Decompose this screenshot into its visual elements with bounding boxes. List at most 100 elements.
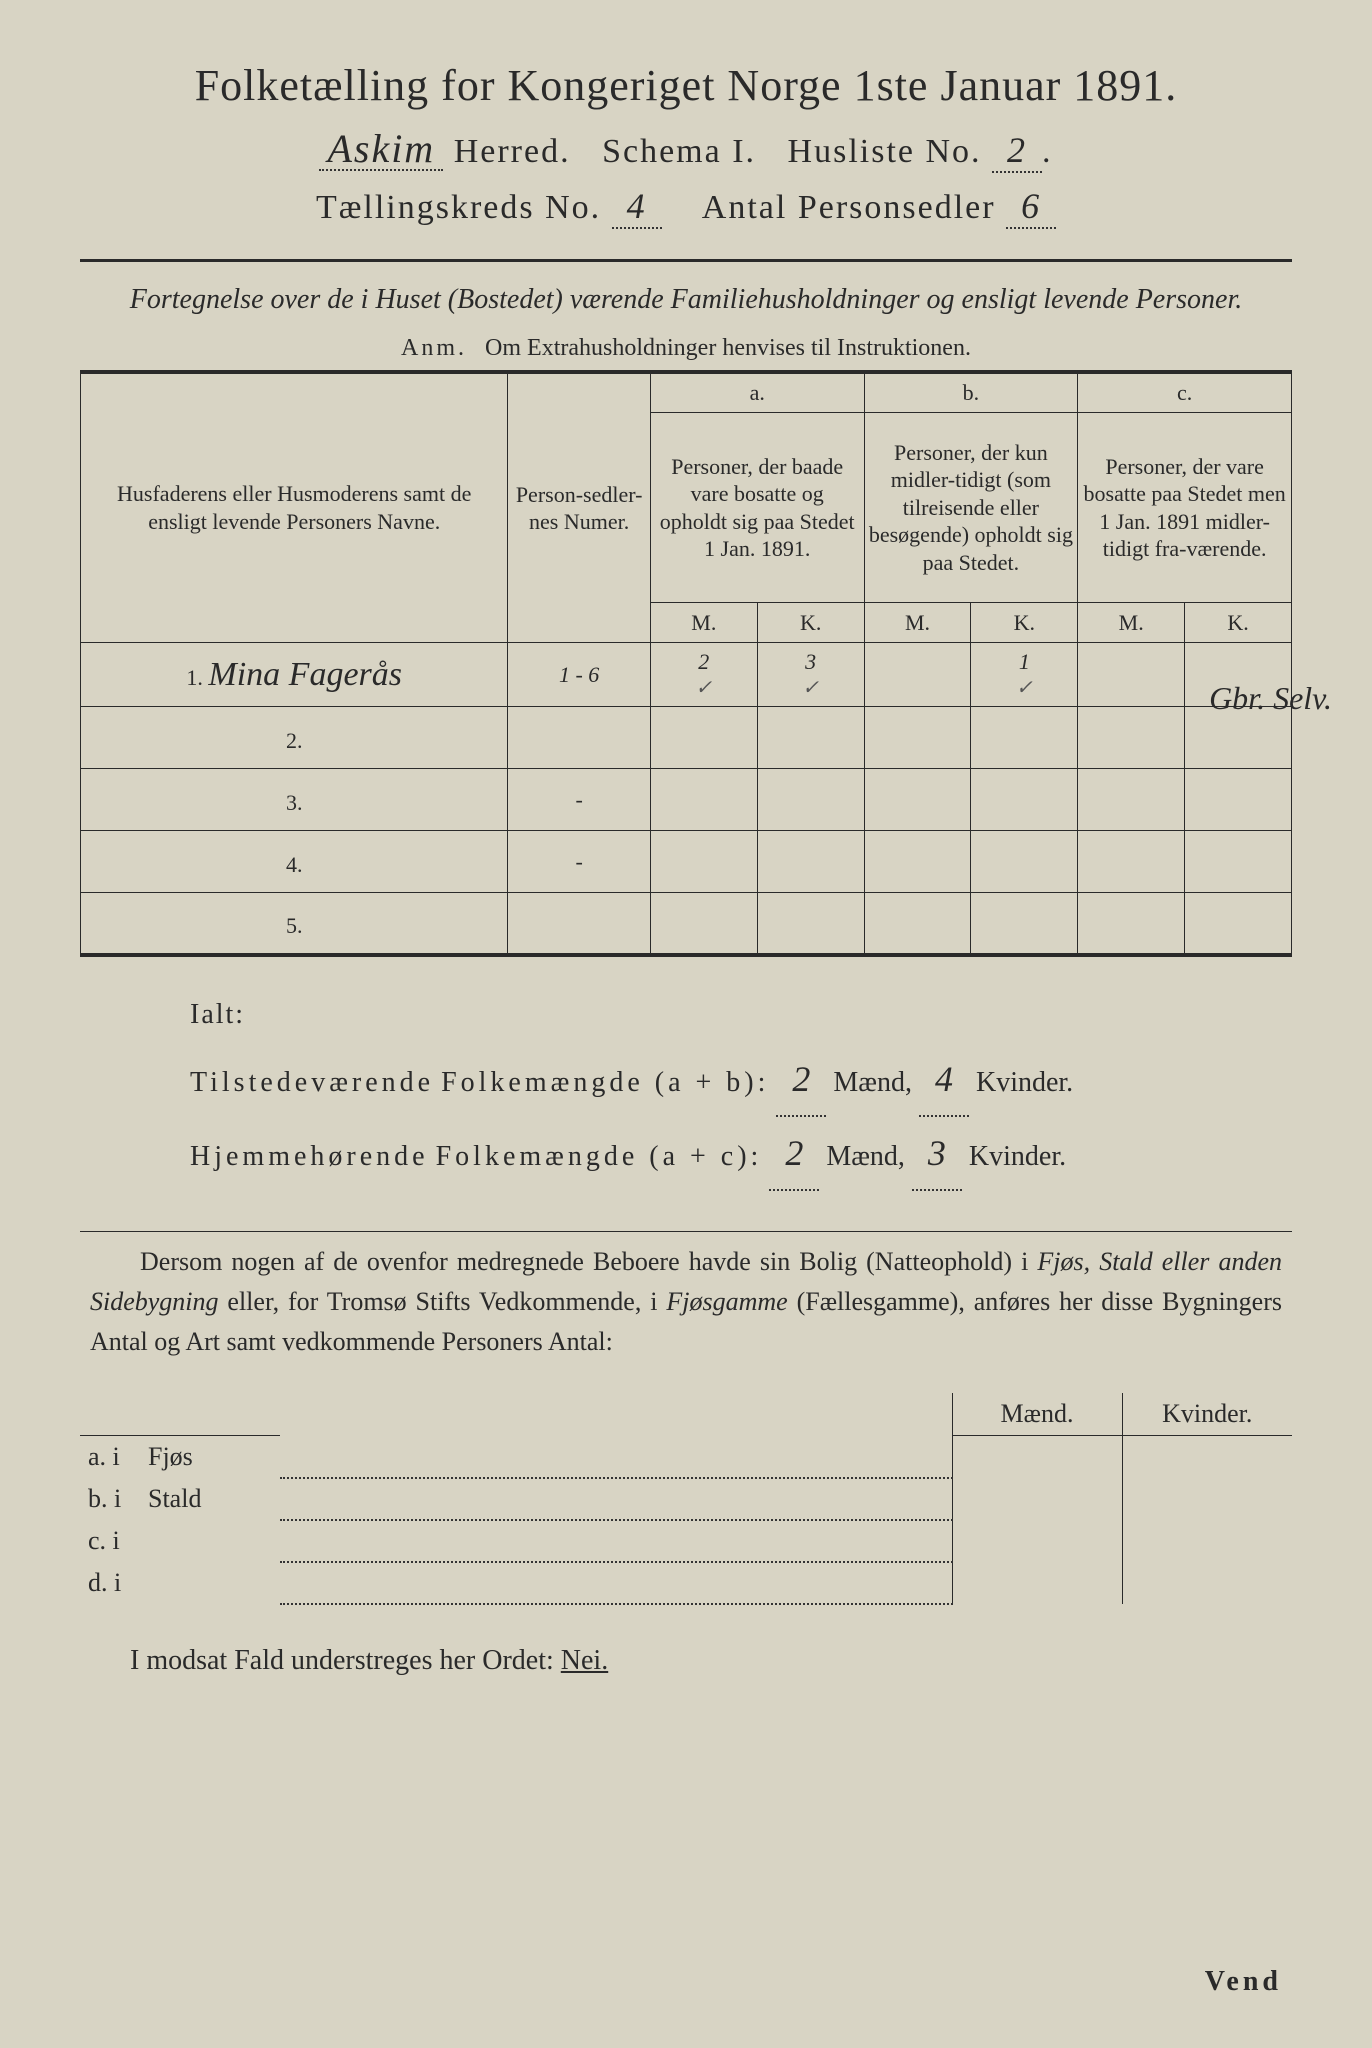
table-row: 2. xyxy=(81,707,1292,769)
bldg-m xyxy=(952,1562,1122,1604)
cell-c-k xyxy=(1185,893,1292,955)
cell-a-k: 3✓ xyxy=(757,643,864,707)
bldg-type xyxy=(140,1520,280,1562)
kvinder-label-2: Kvinder. xyxy=(969,1141,1066,1172)
table-row: 4. - xyxy=(81,831,1292,893)
ialt-1a: Tilstedeværende xyxy=(190,1067,434,1098)
row-label: 2. xyxy=(81,707,508,769)
col-b-header: Personer, der kun midler-tidigt (som til… xyxy=(864,413,1078,603)
bldg-k xyxy=(1122,1478,1292,1520)
table-row: 1. Mina Fagerås1 - 62✓3✓1✓ xyxy=(81,643,1292,707)
footer-text: I modsat Fald understreges her Ordet: xyxy=(130,1645,554,1676)
cell-c-m xyxy=(1078,769,1185,831)
col-a-k: K. xyxy=(757,603,864,643)
ialt-2b: Folkemængde (a + c): xyxy=(436,1141,763,1172)
cell-b-k xyxy=(971,707,1078,769)
col-num-header: Person-sedler-nes Numer. xyxy=(508,372,650,643)
cell-c-m xyxy=(1078,893,1185,955)
cell-num: 1 - 6 xyxy=(508,643,650,707)
bldg-lab: c. i xyxy=(80,1520,140,1562)
bldg-kvinder-header: Kvinder. xyxy=(1122,1393,1292,1436)
bldg-dots xyxy=(280,1520,952,1562)
bldg-type: Stald xyxy=(140,1478,280,1520)
husliste-value: 2 xyxy=(992,129,1042,173)
ialt-2-m: 2 xyxy=(769,1117,819,1191)
subtitle: Fortegnelse over de i Huset (Bostedet) v… xyxy=(80,280,1292,319)
cell-num: - xyxy=(508,769,650,831)
ialt-line-2: Hjemmehørende Folkemængde (a + c): 2 Mæn… xyxy=(190,1117,1292,1191)
vend-label: Vend xyxy=(1205,1966,1282,1998)
ialt-1b: Folkemængde (a + b): xyxy=(441,1067,769,1098)
header-line-3: Tællingskreds No. 4 Antal Personsedler 6 xyxy=(80,185,1292,229)
kvinder-label: Kvinder. xyxy=(976,1067,1073,1098)
bldg-type xyxy=(140,1562,280,1604)
col-b-m: M. xyxy=(864,603,971,643)
bldg-k xyxy=(1122,1562,1292,1604)
anm-text: Om Extrahusholdninger henvises til Instr… xyxy=(485,335,971,361)
anm-label: Anm. xyxy=(401,335,467,361)
row-label: 5. xyxy=(81,893,508,955)
col-b-label: b. xyxy=(864,372,1078,413)
bldg-dots xyxy=(280,1478,952,1520)
bldg-dots xyxy=(280,1562,952,1604)
cell-num xyxy=(508,707,650,769)
cell-b-k xyxy=(971,769,1078,831)
building-table: Mænd. Kvinder. a. iFjøsb. iStaldc. id. i xyxy=(80,1393,1292,1605)
col-c-label: c. xyxy=(1078,372,1292,413)
cell-b-m xyxy=(864,643,971,707)
table-row: 3. - xyxy=(81,769,1292,831)
cell-b-m xyxy=(864,769,971,831)
bldg-lab: b. i xyxy=(80,1478,140,1520)
cell-b-m xyxy=(864,893,971,955)
maend-label-2: Mænd, xyxy=(826,1141,905,1172)
cell-a-m xyxy=(650,769,757,831)
cell-b-k: 1✓ xyxy=(971,643,1078,707)
cell-c-m xyxy=(1078,831,1185,893)
cell-a-k xyxy=(757,769,864,831)
cell-num: - xyxy=(508,831,650,893)
building-paragraph: Dersom nogen af de ovenfor medregnede Be… xyxy=(90,1242,1282,1363)
cell-b-m xyxy=(864,707,971,769)
margin-note: Gbr. Selv. xyxy=(1209,680,1332,717)
ialt-block: Ialt: Tilstedeværende Folkemængde (a + b… xyxy=(190,987,1292,1191)
husliste-label: Husliste No. xyxy=(788,133,982,170)
cell-c-k xyxy=(1185,831,1292,893)
bldg-row: a. iFjøs xyxy=(80,1435,1292,1478)
cell-a-k xyxy=(757,707,864,769)
bldg-row: c. i xyxy=(80,1520,1292,1562)
antal-label: Antal Personsedler xyxy=(702,189,996,226)
bldg-maend-header: Mænd. xyxy=(952,1393,1122,1436)
antal-value: 6 xyxy=(1006,185,1056,229)
ialt-1-m: 2 xyxy=(776,1043,826,1117)
cell-b-m xyxy=(864,831,971,893)
cell-num xyxy=(508,893,650,955)
herred-value: Askim xyxy=(319,129,443,171)
nei-word: Nei. xyxy=(561,1645,608,1676)
bldg-m xyxy=(952,1435,1122,1478)
col-a-m: M. xyxy=(650,603,757,643)
cell-c-m xyxy=(1078,643,1185,707)
bldg-row: b. iStald xyxy=(80,1478,1292,1520)
schema-label: Schema I. xyxy=(602,133,756,170)
bldg-lab: d. i xyxy=(80,1562,140,1604)
cell-a-m xyxy=(650,893,757,955)
col-c-k: K. xyxy=(1185,603,1292,643)
ialt-2-k: 3 xyxy=(912,1117,962,1191)
bldg-k xyxy=(1122,1520,1292,1562)
footer-line: I modsat Fald understreges her Ordet: Ne… xyxy=(80,1645,1292,1677)
table-row: 5. xyxy=(81,893,1292,955)
bldg-type: Fjøs xyxy=(140,1435,280,1478)
main-table: Husfaderens eller Husmoderens samt de en… xyxy=(80,370,1292,957)
col-names-header: Husfaderens eller Husmoderens samt de en… xyxy=(81,372,508,643)
bldg-m xyxy=(952,1478,1122,1520)
cell-a-m xyxy=(650,831,757,893)
cell-c-k xyxy=(1185,769,1292,831)
cell-b-k xyxy=(971,831,1078,893)
ialt-label: Ialt: xyxy=(190,987,1292,1043)
rule-2 xyxy=(80,1231,1292,1232)
cell-a-k xyxy=(757,893,864,955)
col-a-header: Personer, der baade vare bosatte og opho… xyxy=(650,413,864,603)
col-c-header: Personer, der vare bosatte paa Stedet me… xyxy=(1078,413,1292,603)
bldg-row: d. i xyxy=(80,1562,1292,1604)
col-b-k: K. xyxy=(971,603,1078,643)
